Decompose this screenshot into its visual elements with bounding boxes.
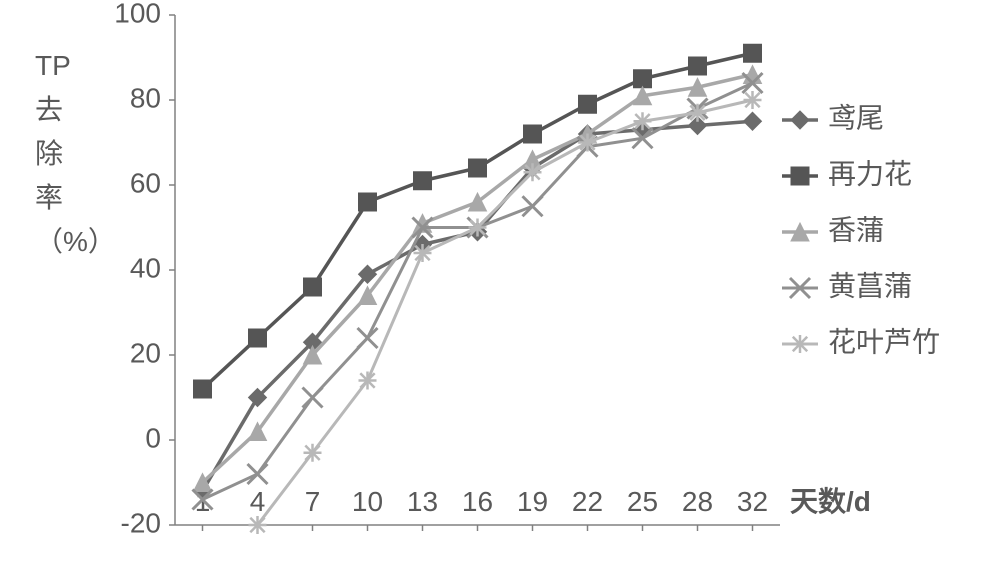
legend-label: 花叶芦竹: [828, 326, 940, 357]
svg-text:率: 率: [35, 182, 63, 213]
legend-label: 香蒲: [828, 214, 884, 245]
y-tick-label: 40: [130, 252, 161, 283]
legend-label: 鸢尾: [828, 102, 884, 133]
x-tick-label: 28: [682, 486, 713, 517]
x-tick-label: 4: [250, 486, 266, 517]
y-tick-label: 20: [130, 337, 161, 368]
legend-label: 再力花: [828, 158, 912, 189]
x-tick-label: 19: [517, 486, 548, 517]
x-tick-label: 10: [352, 486, 383, 517]
legend-label: 黄菖蒲: [828, 270, 912, 301]
x-tick-label: 7: [305, 486, 321, 517]
x-tick-label: 22: [572, 486, 603, 517]
svg-text:（%）: （%）: [35, 226, 116, 257]
x-tick-label: 13: [407, 486, 438, 517]
svg-text:去: 去: [35, 94, 63, 125]
x-axis-title: 天数/d: [790, 486, 871, 517]
svg-text:TP: TP: [35, 50, 71, 81]
x-tick-label: 25: [627, 486, 658, 517]
y-tick-label: 0: [145, 422, 161, 453]
line-chart: -200204060801001471013161922252832天数/dTP…: [0, 0, 1000, 573]
y-tick-label: 60: [130, 167, 161, 198]
x-tick-label: 16: [462, 486, 493, 517]
y-tick-label: 80: [130, 82, 161, 113]
y-tick-label: -20: [121, 507, 161, 538]
svg-text:除: 除: [35, 138, 63, 169]
y-tick-label: 100: [114, 0, 161, 28]
x-tick-label: 32: [737, 486, 768, 517]
